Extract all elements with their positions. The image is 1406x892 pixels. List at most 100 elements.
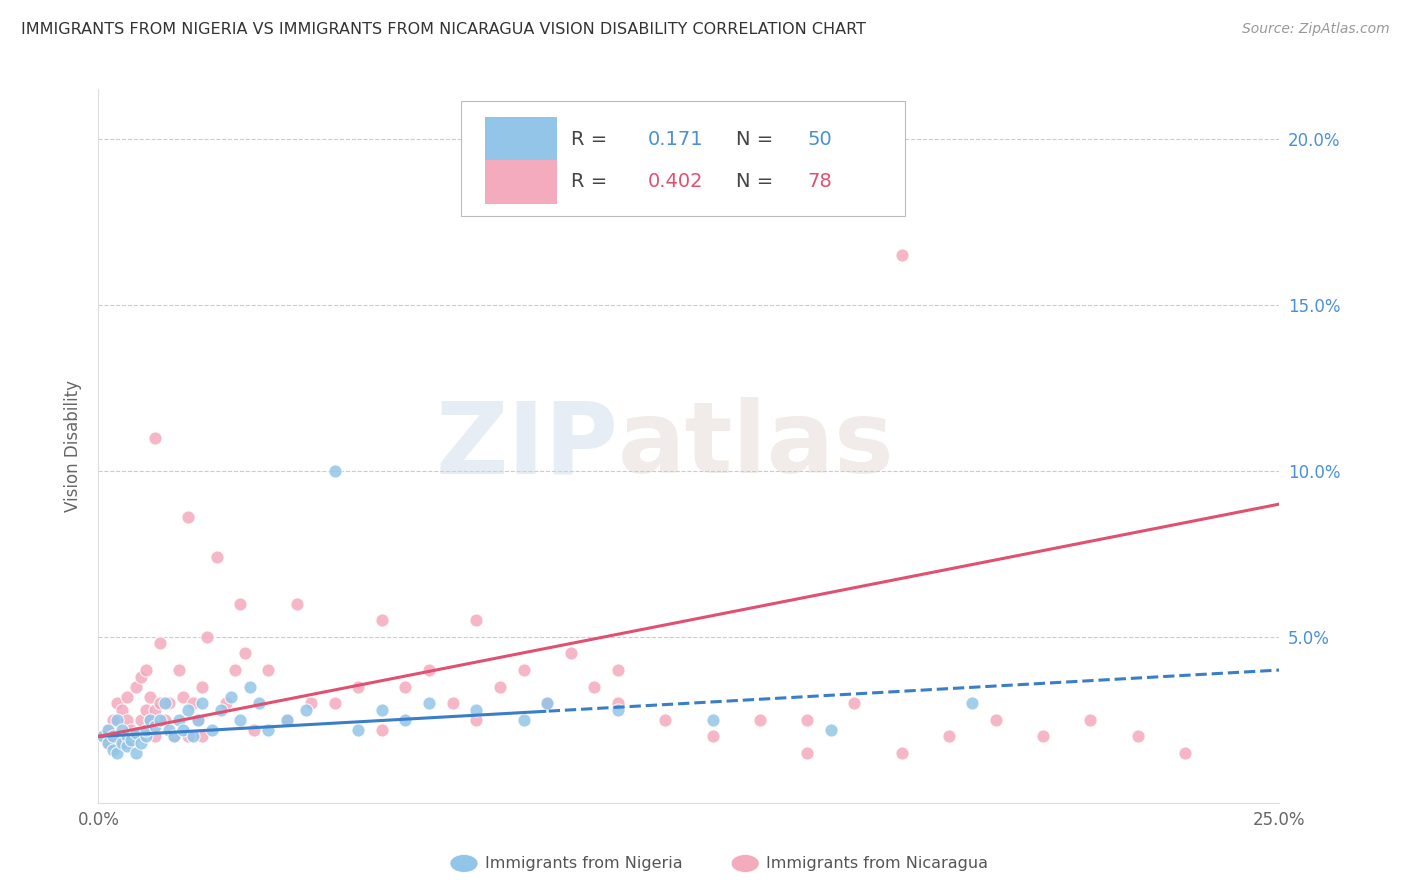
Point: [97, 736, 120, 750]
Point: [489, 680, 512, 694]
Point: [702, 713, 724, 727]
Point: [157, 696, 180, 710]
Point: [105, 713, 128, 727]
Text: Source: ZipAtlas.com: Source: ZipAtlas.com: [1241, 22, 1389, 37]
Point: [347, 723, 370, 737]
Point: [796, 746, 818, 760]
Point: [167, 663, 190, 677]
Point: [172, 723, 194, 737]
Point: [177, 703, 200, 717]
Point: [465, 703, 488, 717]
Point: [224, 663, 246, 677]
Point: [111, 723, 134, 737]
Point: [139, 713, 162, 727]
Point: [135, 730, 157, 744]
Point: [465, 713, 488, 727]
Point: [187, 713, 209, 727]
Point: [115, 713, 138, 727]
Text: atlas: atlas: [619, 398, 894, 494]
Point: [1126, 730, 1149, 744]
Point: [105, 696, 128, 710]
Point: [247, 696, 270, 710]
Point: [371, 723, 394, 737]
Point: [97, 736, 120, 750]
Text: IMMIGRANTS FROM NIGERIA VS IMMIGRANTS FROM NICARAGUA VISION DISABILITY CORRELATI: IMMIGRANTS FROM NIGERIA VS IMMIGRANTS FR…: [21, 22, 866, 37]
Point: [121, 736, 143, 750]
Point: [820, 723, 842, 737]
Point: [111, 730, 134, 744]
Point: [125, 680, 148, 694]
Point: [465, 613, 488, 627]
Point: [91, 730, 114, 744]
FancyBboxPatch shape: [485, 118, 557, 161]
Point: [191, 680, 214, 694]
Point: [101, 730, 124, 744]
Point: [890, 248, 912, 262]
Point: [796, 713, 818, 727]
Point: [177, 730, 200, 744]
Point: [295, 703, 318, 717]
Text: R =: R =: [571, 129, 613, 149]
Point: [125, 746, 148, 760]
Point: [323, 696, 346, 710]
Point: [583, 680, 606, 694]
Point: [205, 550, 228, 565]
Point: [257, 723, 280, 737]
Point: [560, 647, 582, 661]
Point: [347, 680, 370, 694]
Point: [654, 713, 676, 727]
Point: [125, 730, 148, 744]
Point: [938, 730, 960, 744]
Point: [276, 713, 298, 727]
Point: [167, 713, 190, 727]
Point: [441, 696, 464, 710]
Point: [143, 719, 166, 733]
Point: [115, 739, 138, 754]
Point: [323, 464, 346, 478]
Point: [101, 713, 124, 727]
Point: [191, 730, 214, 744]
Point: [105, 736, 128, 750]
Point: [219, 690, 242, 704]
Point: [115, 690, 138, 704]
Point: [135, 723, 157, 737]
Point: [129, 736, 152, 750]
Point: [890, 746, 912, 760]
Point: [149, 636, 172, 650]
Point: [371, 613, 394, 627]
Point: [239, 680, 262, 694]
Point: [129, 713, 152, 727]
Point: [191, 696, 214, 710]
Point: [149, 713, 172, 727]
Point: [135, 703, 157, 717]
Point: [1032, 730, 1054, 744]
Point: [195, 630, 218, 644]
Point: [276, 713, 298, 727]
Point: [135, 663, 157, 677]
Point: [143, 730, 166, 744]
Point: [163, 730, 186, 744]
Point: [229, 713, 252, 727]
Point: [607, 703, 630, 717]
Point: [512, 713, 534, 727]
Text: 50: 50: [807, 129, 832, 149]
Text: N =: N =: [737, 172, 780, 192]
Point: [418, 696, 440, 710]
Point: [536, 696, 558, 710]
Point: [1174, 746, 1197, 760]
Text: 78: 78: [807, 172, 832, 192]
Point: [209, 703, 232, 717]
Point: [157, 723, 180, 737]
Point: [187, 713, 209, 727]
Point: [536, 696, 558, 710]
Point: [139, 690, 162, 704]
Point: [97, 723, 120, 737]
Point: [844, 696, 866, 710]
Point: [215, 696, 238, 710]
Point: [115, 730, 138, 744]
Point: [121, 732, 143, 747]
Point: [984, 713, 1007, 727]
Point: [143, 431, 166, 445]
FancyBboxPatch shape: [485, 161, 557, 203]
Point: [233, 647, 256, 661]
